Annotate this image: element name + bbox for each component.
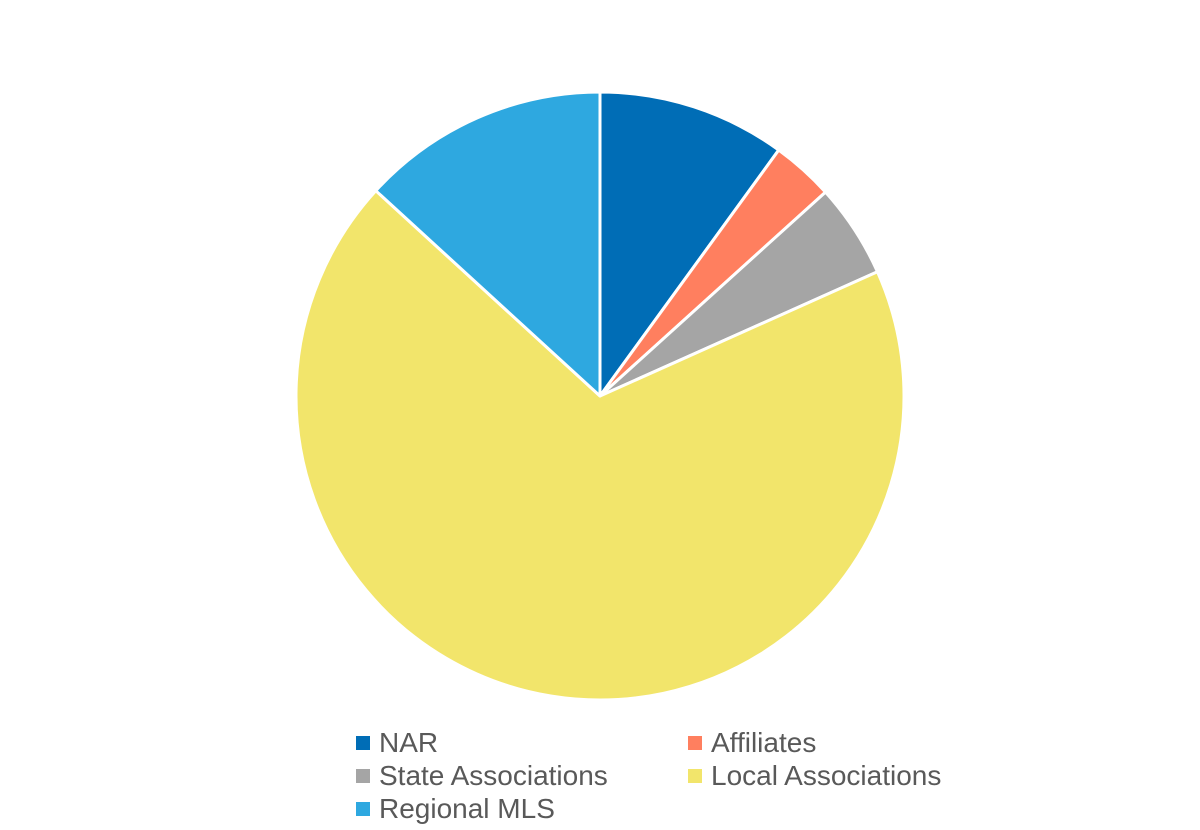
legend-swatch-local-associations <box>688 768 702 783</box>
legend-swatch-regional-mls <box>356 801 370 816</box>
chart-legend: NAR Affiliates State Associations Local … <box>356 726 996 825</box>
legend-label-state-associations: State Associations <box>379 760 608 791</box>
legend-item-local-associations: Local Associations <box>688 759 988 792</box>
pie-slice-nar <box>598 90 781 398</box>
pie-slice-regional-mls <box>374 90 602 398</box>
legend-label-nar: NAR <box>379 727 439 758</box>
legend-item-state-associations: State Associations <box>356 759 688 792</box>
legend-swatch-nar <box>356 735 370 750</box>
legend-item-nar: NAR <box>356 726 688 759</box>
legend-item-regional-mls: Regional MLS <box>356 792 688 825</box>
legend-label-affiliates: Affiliates <box>711 727 817 758</box>
legend-swatch-affiliates <box>688 735 702 750</box>
pie-slice-local-associations <box>294 189 906 702</box>
legend-item-affiliates: Affiliates <box>688 726 988 759</box>
legend-label-local-associations: Local Associations <box>711 760 942 791</box>
pie-slices <box>294 90 906 702</box>
legend-label-regional-mls: Regional MLS <box>379 793 555 824</box>
legend-swatch-state-associations <box>356 768 370 783</box>
